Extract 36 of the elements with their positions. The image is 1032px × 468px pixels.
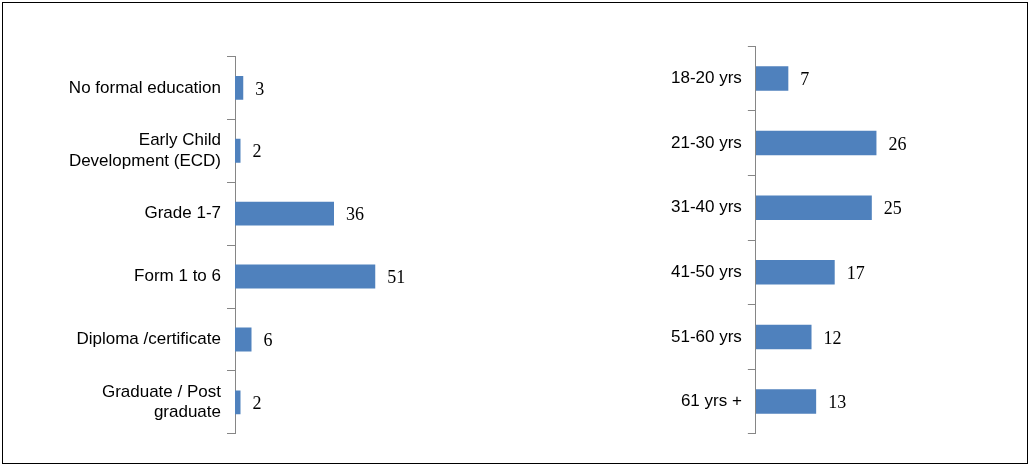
bar (235, 201, 334, 226)
y-tick-label: Graduate / Post graduate (101, 381, 222, 422)
bar (235, 390, 241, 415)
y-tick-label: 21-30 yrs (670, 132, 742, 152)
bar (755, 324, 812, 350)
y-tick-label: Form 1 to 6 (134, 266, 221, 286)
data-label: 17 (846, 263, 865, 284)
data-label: 36 (346, 204, 364, 225)
bar (755, 66, 789, 91)
y-tick-label: 51-60 yrs (670, 326, 742, 346)
bar (235, 264, 376, 289)
data-label: 2 (252, 393, 262, 414)
data-label: 13 (828, 392, 847, 413)
y-tick-label: Diploma /certificate (76, 329, 221, 349)
y-tick-label: No formal education (68, 77, 221, 97)
data-label: 12 (823, 327, 842, 348)
bar (755, 130, 877, 156)
data-label: 51 (387, 267, 406, 288)
data-label: 26 (888, 133, 907, 154)
bar (755, 389, 817, 414)
bar (755, 195, 872, 220)
bar (235, 327, 252, 352)
y-tick-label: 18-20 yrs (670, 68, 742, 88)
data-label: 2 (252, 141, 262, 162)
y-tick-label: 31-40 yrs (670, 197, 742, 217)
data-label: 25 (883, 198, 902, 219)
bar (235, 138, 241, 163)
data-label: 7 (800, 69, 810, 90)
data-label: 6 (263, 330, 273, 351)
y-tick-label: 41-50 yrs (670, 261, 742, 281)
data-label: 3 (255, 78, 265, 99)
bar (755, 260, 835, 285)
y-tick-label: Early Child Development (ECD) (68, 130, 221, 170)
bar (235, 75, 244, 100)
y-tick-label: 61 yrs + (680, 391, 742, 411)
y-tick-label: Grade 1-7 (144, 203, 221, 223)
